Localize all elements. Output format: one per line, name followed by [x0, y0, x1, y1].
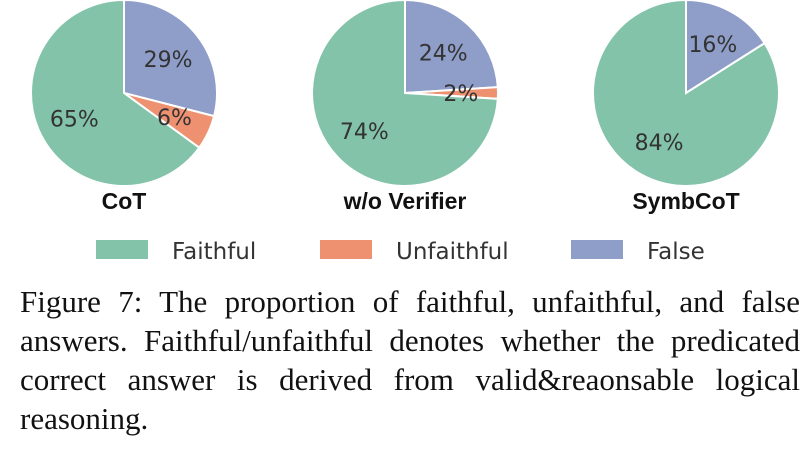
pie-slice-faithful [311, 0, 499, 187]
legend-label-unfaithful: Unfaithful [396, 239, 509, 265]
slice-label-false: 16% [688, 33, 737, 58]
legend-swatch-false [571, 240, 623, 259]
pie-slice-false [404, 0, 499, 95]
legend-label-false: False [647, 239, 705, 265]
slice-label-false: 24% [419, 41, 468, 66]
pie-slice-faithful [592, 0, 780, 187]
legend-label-faithful: Faithful [172, 239, 256, 265]
legend-swatch-unfaithful [320, 240, 372, 259]
figure-caption: Figure 7: The proportion of faithful, un… [20, 284, 800, 436]
pie-cot: 29% 6% 65% [30, 0, 219, 187]
slice-label-unfaithful: 2% [443, 82, 478, 107]
pie-title: SymbCoT [632, 188, 739, 214]
slice-label-faithful: 84% [635, 131, 684, 156]
pie-title: CoT [102, 188, 147, 214]
legend: Faithful Unfaithful False [96, 239, 705, 265]
pie-slice-false [685, 0, 766, 95]
slice-label-unfaithful: 6% [157, 106, 192, 131]
pie-title: w/o Verifier [343, 188, 467, 214]
legend-swatch-faithful [96, 240, 148, 259]
pie-w-o-verifier: 24% 2% 74% [311, 0, 500, 187]
pie-slice-faithful [30, 0, 201, 187]
pie-symbcot: 16% 84% [592, 0, 780, 187]
pie-slice-false [123, 0, 219, 118]
slice-label-faithful: 74% [340, 120, 389, 145]
slice-label-faithful: 65% [50, 107, 99, 132]
slice-label-false: 29% [144, 48, 193, 73]
